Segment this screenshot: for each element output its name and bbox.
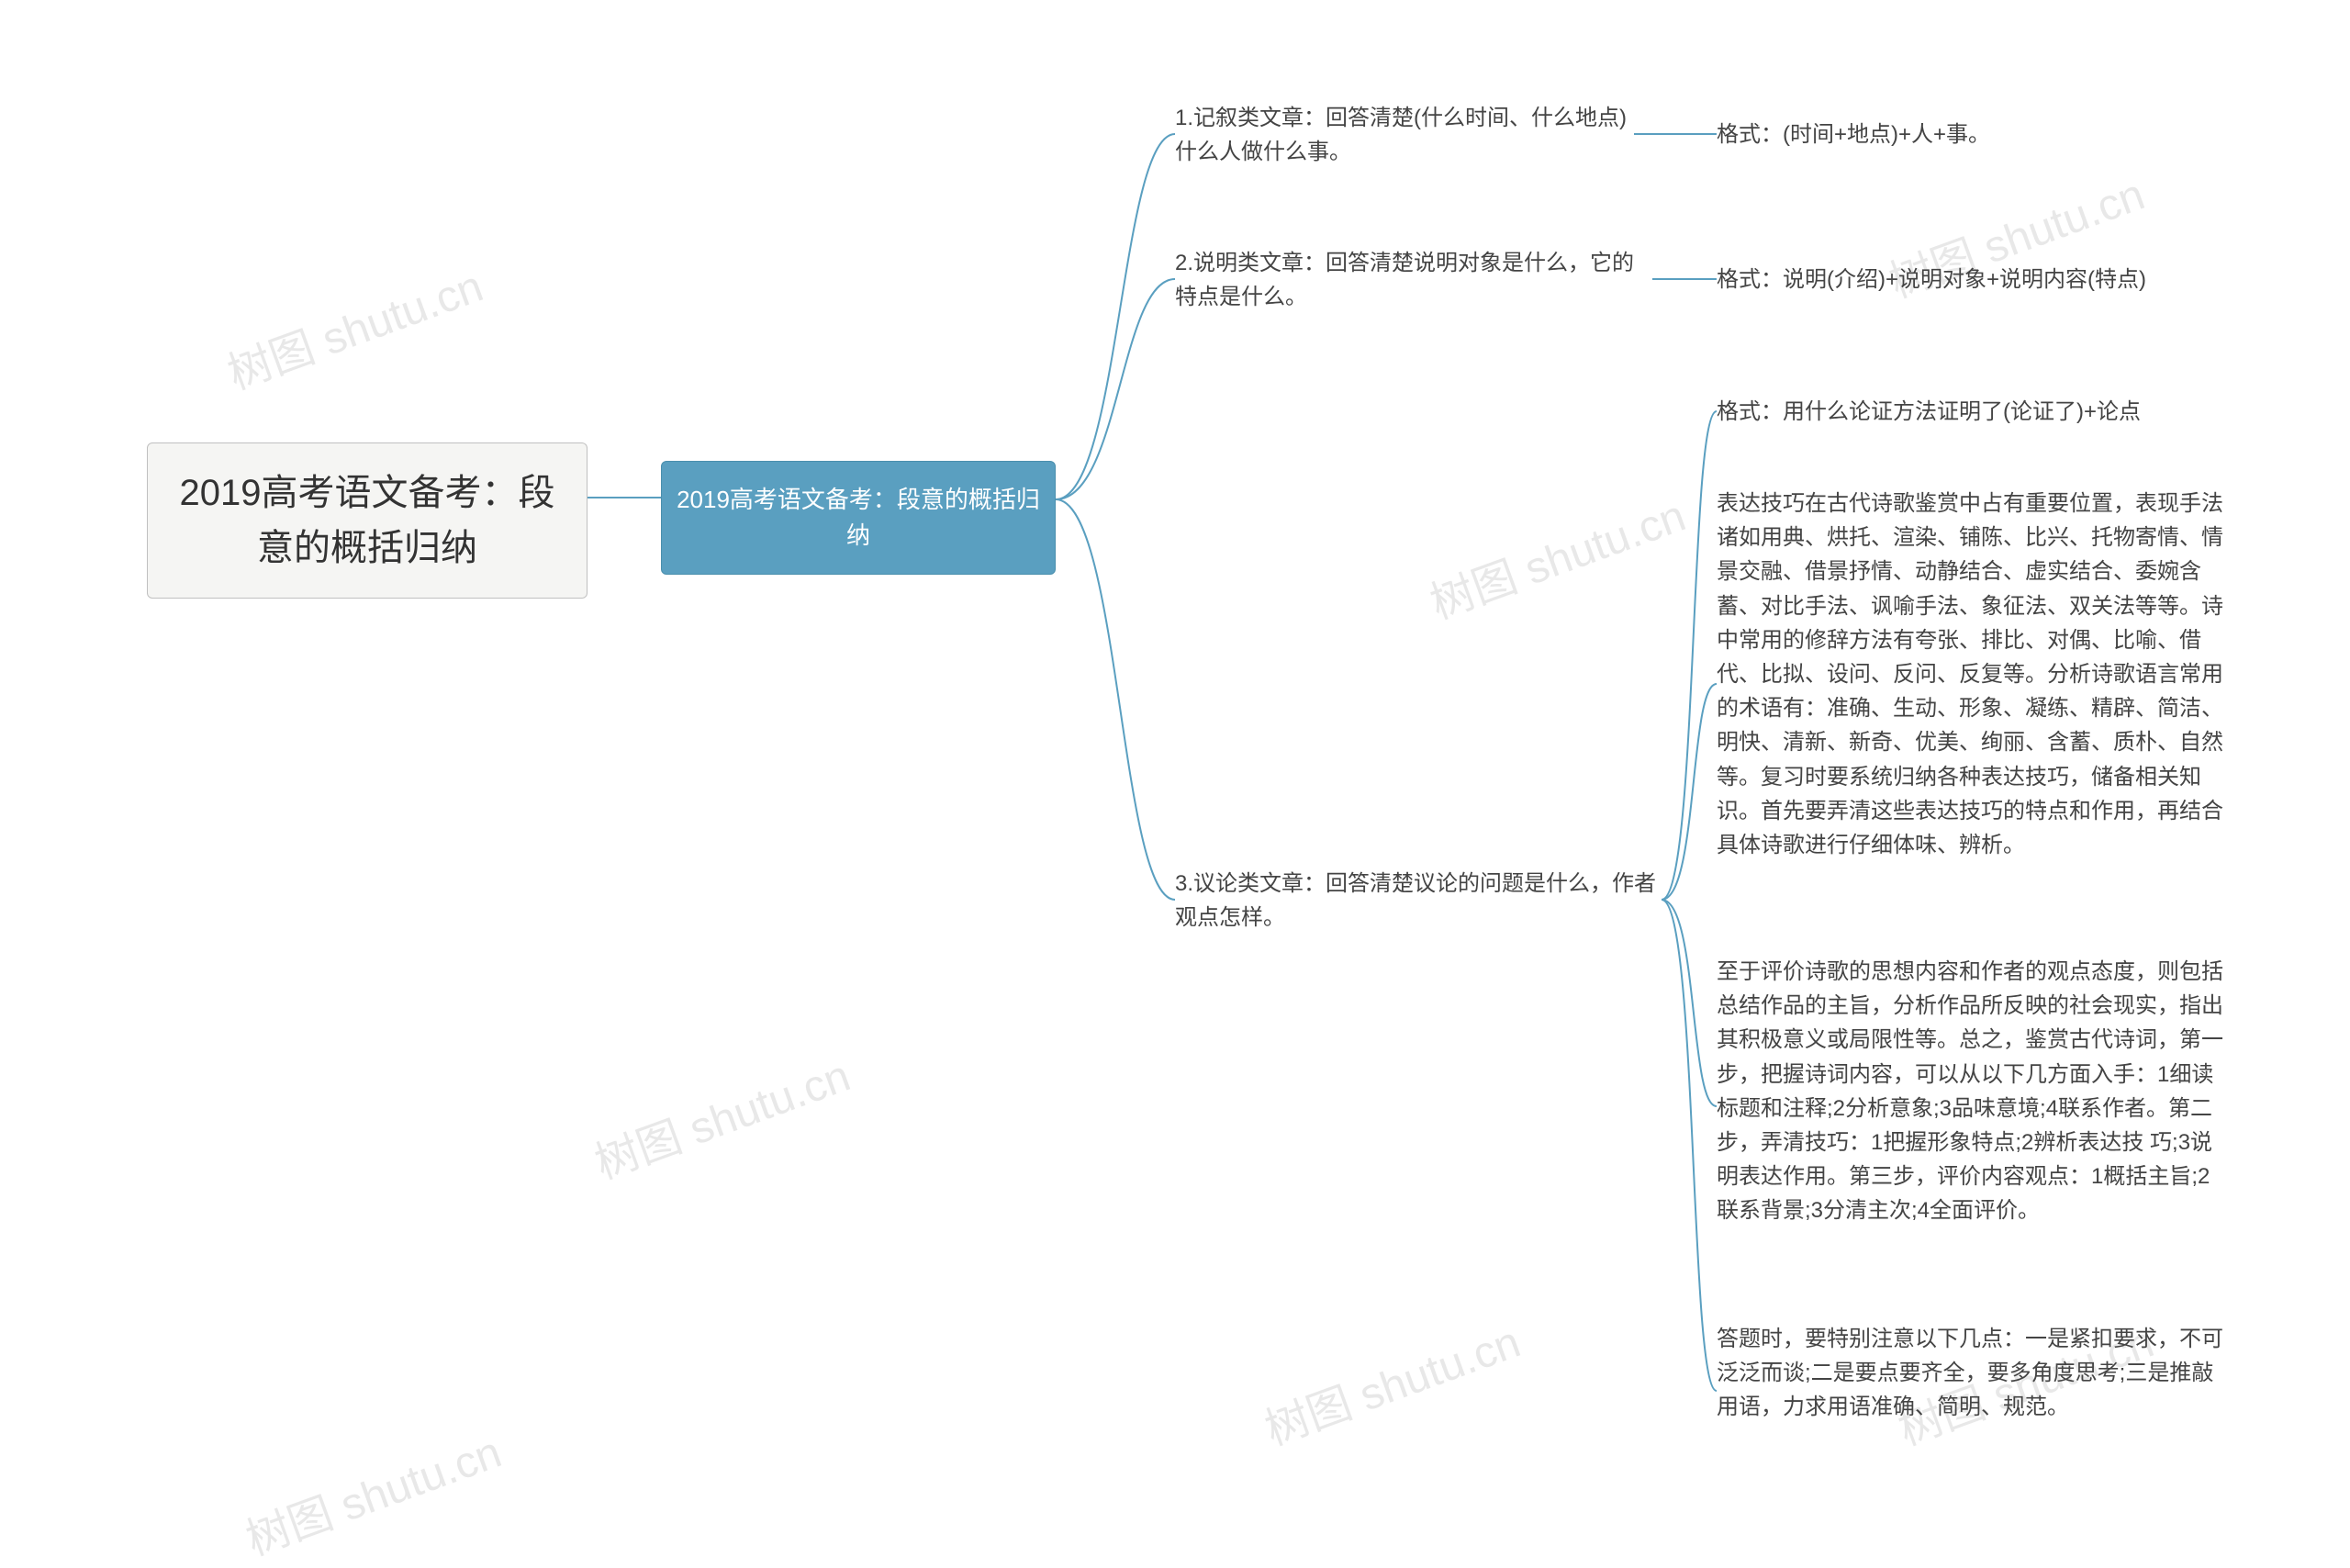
- leaf-text: 格式：说明(介绍)+说明对象+说明内容(特点): [1717, 267, 2146, 292]
- leaf-node: 答题时，要特别注意以下几点：一是紧扣要求，不可泛泛而谈;二是要点要齐全，要多角度…: [1717, 1322, 2231, 1425]
- branch-node: 3.议论类文章：回答清楚议论的问题是什么，作者观点怎样。: [1175, 867, 1662, 935]
- leaf-node: 格式：(时间+地点)+人+事。: [1717, 118, 2102, 151]
- leaf-text: 至于评价诗歌的思想内容和作者的观点态度，则包括总结作品的主旨，分析作品所反映的社…: [1717, 959, 2223, 1223]
- leaf-node: 表达技巧在古代诗歌鉴赏中占有重要位置，表现手法诸如用典、烘托、渲染、铺陈、比兴、…: [1717, 487, 2231, 862]
- leaf-node: 格式：用什么论证方法证明了(论证了)+论点: [1717, 395, 2231, 429]
- root-node-text: 2019高考语文备考：段意的概括归纳: [180, 473, 555, 568]
- hub-node-text: 2019高考语文备考：段意的概括归纳: [677, 486, 1040, 549]
- branch-text: 1.记叙类文章：回答清楚(什么时间、什么地点)什么人做什么事。: [1175, 106, 1627, 164]
- leaf-text: 答题时，要特别注意以下几点：一是紧扣要求，不可泛泛而谈;二是要点要齐全，要多角度…: [1717, 1327, 2223, 1419]
- leaf-text: 格式：用什么论证方法证明了(论证了)+论点: [1717, 399, 2141, 424]
- watermark: 树图 shutu.cn: [585, 1039, 857, 1191]
- branch-node: 2.说明类文章：回答清楚说明对象是什么，它的特点是什么。: [1175, 246, 1652, 314]
- watermark: 树图 shutu.cn: [1255, 1305, 1528, 1457]
- branch-node: 1.记叙类文章：回答清楚(什么时间、什么地点)什么人做什么事。: [1175, 101, 1634, 169]
- watermark: 树图 shutu.cn: [236, 1416, 509, 1567]
- branch-text: 3.议论类文章：回答清楚议论的问题是什么，作者观点怎样。: [1175, 871, 1656, 930]
- watermark: 树图 shutu.cn: [218, 250, 490, 401]
- hub-node: 2019高考语文备考：段意的概括归纳: [661, 461, 1056, 575]
- leaf-text: 表达技巧在古代诗歌鉴赏中占有重要位置，表现手法诸如用典、烘托、渲染、铺陈、比兴、…: [1717, 491, 2223, 857]
- leaf-text: 格式：(时间+地点)+人+事。: [1717, 122, 1990, 147]
- branch-text: 2.说明类文章：回答清楚说明对象是什么，它的特点是什么。: [1175, 251, 1634, 309]
- watermark: 树图 shutu.cn: [1420, 479, 1693, 631]
- root-node: 2019高考语文备考：段意的概括归纳: [147, 442, 588, 599]
- leaf-node: 至于评价诗歌的思想内容和作者的观点态度，则包括总结作品的主旨，分析作品所反映的社…: [1717, 955, 2231, 1228]
- leaf-node: 格式：说明(介绍)+说明对象+说明内容(特点): [1717, 263, 2231, 297]
